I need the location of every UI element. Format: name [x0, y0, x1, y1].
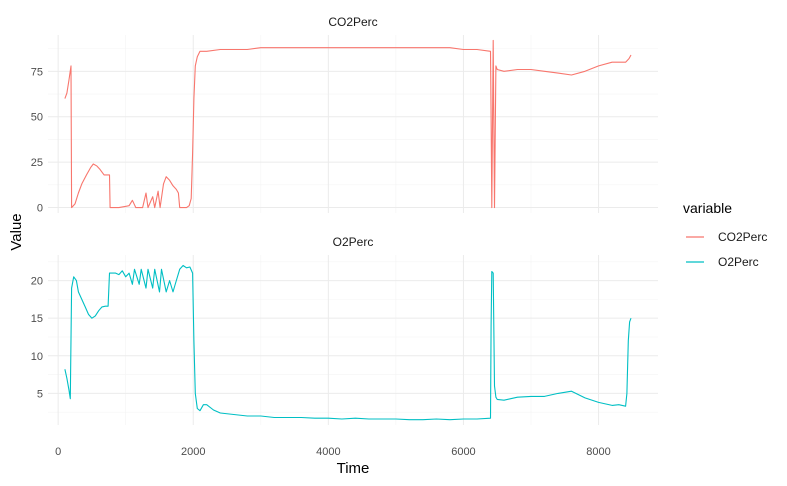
y-tick-label: 15: [31, 313, 43, 325]
y-tick-label: 10: [31, 351, 43, 363]
panel-co2perc-grid: [48, 35, 658, 213]
x-tick-label: 6000: [451, 446, 475, 458]
y-tick-label: 25: [31, 157, 43, 169]
legend: variable CO2Perc O2Perc: [683, 200, 767, 269]
panel-co2perc-y-tick-labels: 0 25 50 75: [31, 66, 43, 214]
legend-label-co2perc: CO2Perc: [718, 230, 767, 244]
x-tick-label: 8000: [586, 446, 610, 458]
panel-title-o2perc: O2Perc: [333, 235, 374, 249]
y-tick-label: 50: [31, 112, 43, 124]
series-line-co2perc: [64, 39, 632, 209]
x-tick-label: 4000: [316, 446, 340, 458]
panel-o2perc-series: [64, 264, 632, 421]
panel-o2perc-y-tick-labels: 5 10 15 20: [31, 276, 43, 401]
x-tick-label: 2000: [181, 446, 205, 458]
y-tick-label: 75: [31, 66, 43, 78]
legend-label-o2perc: O2Perc: [718, 255, 759, 269]
series-line-o2perc: [64, 264, 632, 421]
y-tick-label: 0: [37, 203, 43, 215]
y-axis-title: Value: [8, 213, 25, 250]
panel-o2perc-grid: [48, 255, 658, 425]
y-tick-label: 20: [31, 276, 43, 288]
panel-co2perc-series: [64, 39, 632, 209]
panel-title-co2perc: CO2Perc: [328, 15, 377, 29]
legend-title: variable: [683, 200, 732, 216]
x-tick-labels: 0 2000 4000 6000 8000: [55, 446, 611, 458]
x-tick-label: 0: [55, 446, 61, 458]
y-tick-label: 5: [37, 388, 43, 400]
x-axis-title: Time: [337, 460, 370, 477]
